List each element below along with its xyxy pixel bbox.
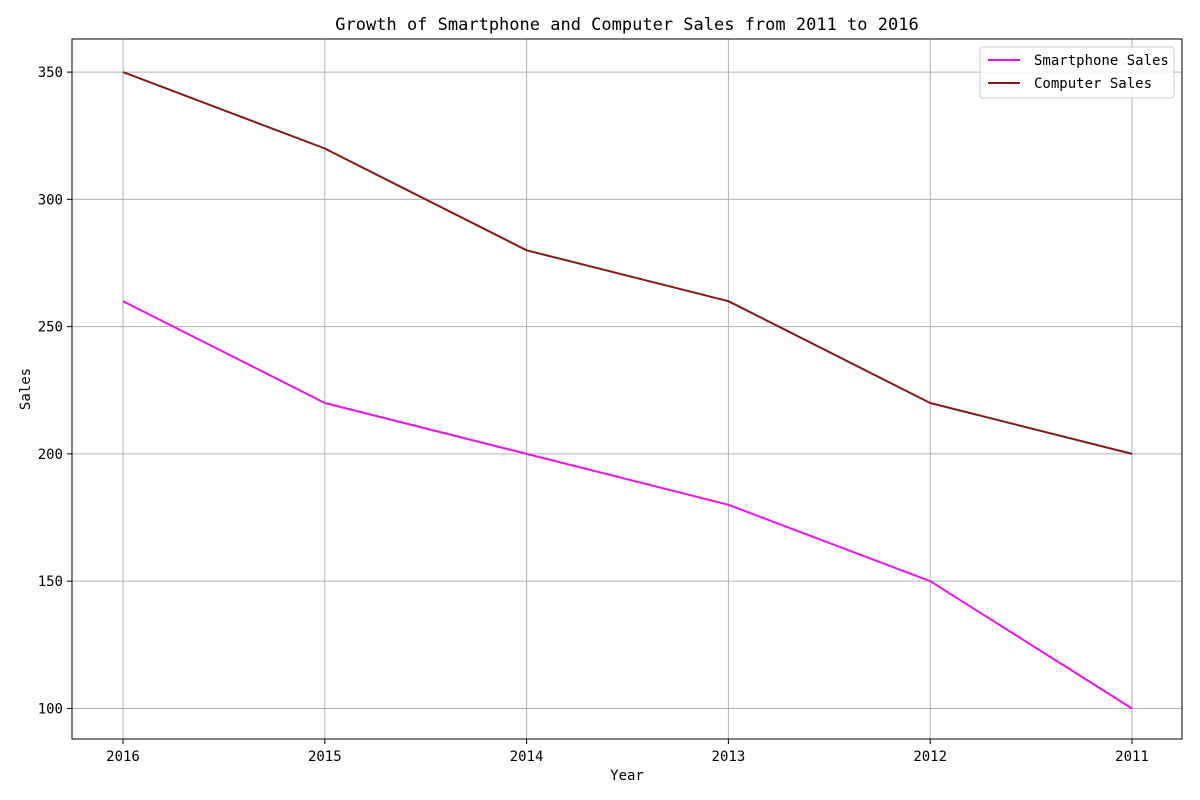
grid	[72, 39, 1182, 739]
legend-label-1: Smartphone Sales	[1034, 53, 1169, 69]
series-line-2	[122, 71, 1133, 455]
series-line-1	[122, 300, 1133, 710]
y-tick-label: 350	[38, 65, 63, 81]
x-tick-label: 2015	[308, 749, 342, 765]
y-tick-label: 250	[38, 320, 63, 336]
x-axis-ticks: 2016 2015 2014 2013 2012 2011	[106, 739, 1149, 765]
y-axis-ticks: 100 150 200 250 300 350	[38, 65, 72, 717]
y-tick-label: 200	[38, 447, 63, 463]
y-tick-label: 100	[38, 701, 63, 717]
plot-area-frame	[71, 38, 1183, 740]
x-axis-label: Year	[610, 768, 644, 784]
legend-box	[979, 46, 1175, 99]
x-tick-label: 2011	[1115, 749, 1149, 765]
legend: Smartphone Sales Computer Sales	[979, 46, 1175, 99]
series-lines	[122, 71, 1133, 710]
x-tick-label: 2013	[712, 749, 746, 765]
x-tick-label: 2012	[913, 749, 947, 765]
y-tick-label: 300	[38, 192, 63, 208]
x-tick-label: 2014	[510, 749, 544, 765]
chart-title: Growth of Smartphone and Computer Sales …	[335, 15, 918, 35]
y-axis-label: Sales	[18, 368, 34, 410]
legend-label-2: Computer Sales	[1034, 76, 1152, 92]
y-tick-label: 150	[38, 574, 63, 590]
x-tick-label: 2016	[106, 749, 140, 765]
